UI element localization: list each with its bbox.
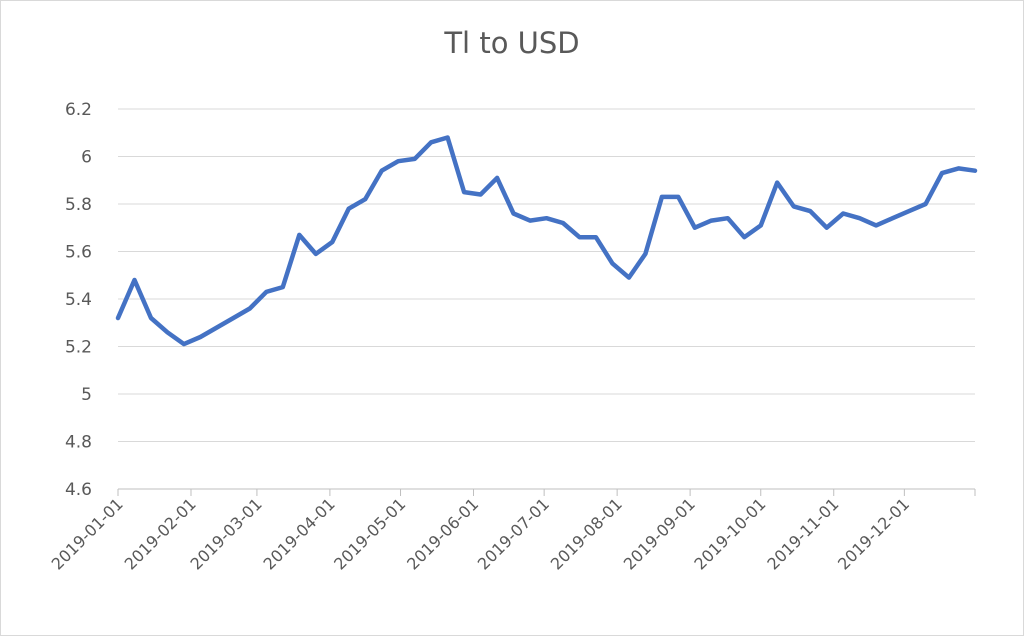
x-tick-label: 2019-09-01	[620, 494, 699, 573]
y-tick-label: 6	[81, 148, 92, 168]
y-tick-label: 6.2	[65, 100, 92, 120]
y-tick-label: 5.4	[65, 290, 92, 310]
y-tick-label: 4.6	[65, 480, 92, 500]
x-tick-label: 2019-08-01	[547, 494, 626, 573]
y-tick-label: 5.6	[65, 243, 92, 263]
gridlines	[118, 108, 975, 442]
axes	[117, 488, 976, 496]
x-tick-label: 2019-10-01	[690, 494, 769, 573]
x-tick-label: 2019-01-01	[48, 494, 127, 573]
x-tick-label: 2019-05-01	[330, 494, 409, 573]
x-tick-label: 2019-04-01	[260, 494, 339, 573]
x-tick-label: 2019-11-01	[763, 494, 842, 573]
x-tick-label: 2019-12-01	[834, 494, 913, 573]
y-tick-label: 5.2	[65, 338, 92, 358]
y-tick-label: 5	[81, 385, 92, 405]
chart-title: Tl to USD	[444, 26, 580, 60]
x-axis-tick-labels: 2019-01-012019-02-012019-03-012019-04-01…	[48, 494, 914, 573]
x-tick-label: 2019-07-01	[474, 494, 553, 573]
y-tick-label: 5.8	[65, 195, 92, 215]
series-line	[115, 135, 978, 347]
x-tick-label: 2019-03-01	[187, 494, 266, 573]
y-axis-tick-labels: 4.6 4.8 5 5.2 5.4 5.6 5.8 6 6.2	[65, 100, 92, 500]
series-layer	[115, 135, 978, 347]
x-tick-label: 2019-06-01	[403, 494, 482, 573]
y-tick-label: 4.8	[65, 433, 92, 453]
